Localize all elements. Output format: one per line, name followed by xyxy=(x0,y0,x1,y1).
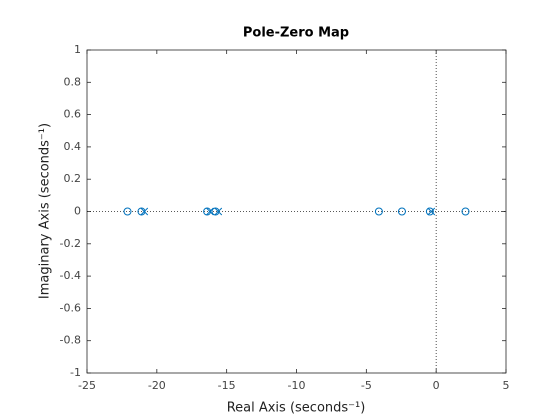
zero-marker xyxy=(461,207,470,216)
zero-marker xyxy=(397,207,406,216)
zero-marker xyxy=(123,207,132,216)
x-tick-label: 5 xyxy=(503,379,510,392)
y-tick-label: 0 xyxy=(74,205,81,218)
x-tick-label: -10 xyxy=(288,379,306,392)
y-tick-label: 1 xyxy=(74,43,81,56)
x-tick-label: 0 xyxy=(433,379,440,392)
x-tick-label: -25 xyxy=(78,379,96,392)
x-tick-label: -5 xyxy=(361,379,372,392)
y-tick-label: -0.8 xyxy=(60,334,81,347)
y-axis-label: Imaginary Axis (seconds⁻¹) xyxy=(38,123,53,299)
y-tick-label: 0.8 xyxy=(64,75,82,88)
y-tick-label: -1 xyxy=(70,366,81,379)
x-tick-label: -20 xyxy=(148,379,166,392)
pole-marker xyxy=(206,207,214,216)
chart-title: Pole-Zero Map xyxy=(243,26,349,41)
x-tick-label: -15 xyxy=(218,379,236,392)
zero-marker xyxy=(374,207,383,216)
y-tick-label: 0.2 xyxy=(64,172,82,185)
y-tick-label: 0.6 xyxy=(64,108,82,121)
zero-marker xyxy=(425,207,434,216)
y-tick-label: -0.6 xyxy=(60,301,81,314)
pole-marker xyxy=(140,207,149,216)
pole-marker xyxy=(214,207,223,216)
y-tick-label: -0.4 xyxy=(60,269,81,282)
pole-marker xyxy=(427,207,436,216)
y-tick-label: 0.4 xyxy=(64,140,82,153)
y-tick-label: -0.2 xyxy=(60,237,81,250)
x-axis-label: Real Axis (seconds⁻¹) xyxy=(227,401,366,416)
